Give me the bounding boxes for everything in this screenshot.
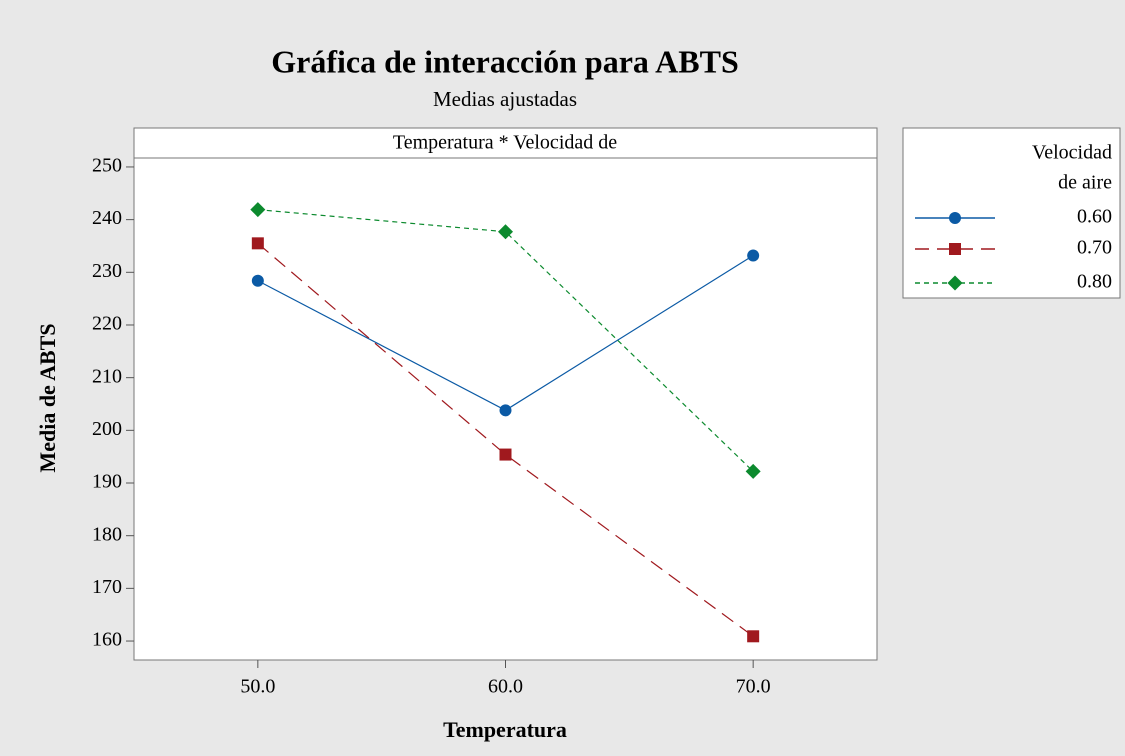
marker	[498, 224, 513, 240]
legend-marker	[949, 243, 961, 255]
y-tick-label: 250	[92, 155, 122, 177]
y-tick-label: 220	[92, 313, 122, 335]
y-tick-label: 170	[92, 576, 122, 598]
marker	[745, 463, 761, 479]
legend-marker	[949, 212, 961, 224]
legend-box	[902, 127, 1121, 299]
x-tick-label: 50.0	[240, 676, 275, 698]
legend-title: Velocidad	[1032, 142, 1112, 164]
series-line	[257, 242, 754, 637]
marker	[747, 249, 760, 262]
marker	[251, 274, 264, 287]
chart-subtitle: Medias ajustadas	[433, 87, 577, 111]
y-tick-label: 190	[92, 471, 122, 493]
panel-title: Temperatura * Velocidad de	[393, 132, 617, 154]
plot-area	[133, 127, 878, 661]
marker	[499, 404, 512, 417]
series-line	[257, 209, 754, 472]
y-tick-label: 160	[92, 629, 122, 651]
legend-label: 0.60	[1077, 206, 1112, 228]
y-tick-label: 230	[92, 260, 122, 282]
legend-marker	[947, 275, 963, 291]
y-tick-label: 180	[92, 523, 122, 545]
marker	[251, 237, 264, 250]
y-axis-label: Media de ABTS	[35, 323, 60, 472]
x-tick-label: 70.0	[736, 676, 771, 698]
x-tick-label: 60.0	[488, 676, 523, 698]
y-tick-label: 210	[92, 365, 122, 387]
marker	[747, 630, 760, 643]
y-tick-label: 200	[92, 418, 122, 440]
chart-title: Gráfica de interacción para ABTS	[271, 43, 739, 79]
legend-title: de aire	[1058, 172, 1112, 194]
x-axis-label: Temperatura	[443, 717, 567, 742]
legend-label: 0.70	[1077, 237, 1112, 259]
y-tick-label: 240	[92, 207, 122, 229]
marker	[250, 202, 266, 218]
marker	[499, 448, 512, 461]
legend-label: 0.80	[1077, 271, 1112, 293]
